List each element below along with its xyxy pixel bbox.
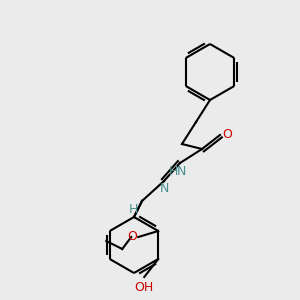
- Text: H: H: [129, 203, 138, 216]
- Text: O: O: [222, 128, 232, 140]
- Text: N: N: [159, 182, 169, 195]
- Text: N: N: [177, 165, 186, 178]
- Text: OH: OH: [135, 281, 154, 294]
- Text: H: H: [169, 165, 178, 178]
- Text: O: O: [128, 230, 137, 244]
